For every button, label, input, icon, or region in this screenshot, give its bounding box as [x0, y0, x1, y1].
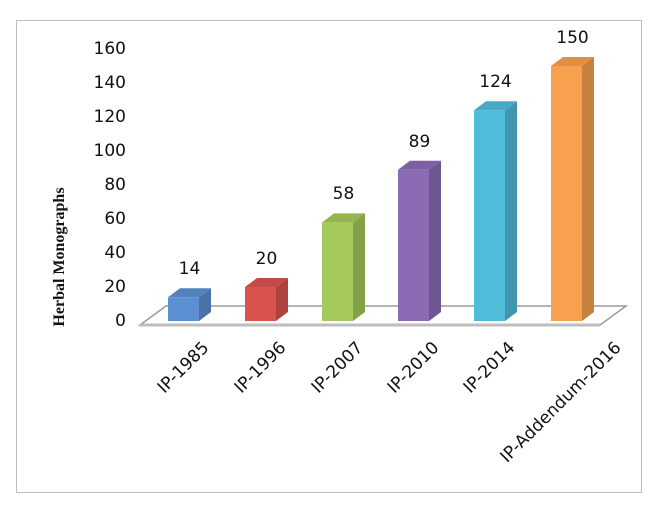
bar-top-IP-2014 [474, 101, 517, 111]
y-tick-label: 100 [93, 141, 126, 161]
bar-side-IP-1996 [276, 278, 288, 321]
bar-IP-2010 [398, 169, 429, 321]
data-label: 20 [255, 249, 278, 269]
bar-top-IP-1985 [168, 288, 211, 298]
bar-top-IP-1996 [245, 278, 288, 287]
bar-IP-2007 [322, 222, 353, 321]
data-label: 150 [556, 28, 589, 48]
bar-IP-2014 [474, 110, 505, 321]
bar-side-IP-2014 [505, 101, 517, 321]
y-tick-label: 0 [115, 311, 126, 331]
y-tick-label: 40 [104, 243, 126, 263]
data-label: 124 [479, 72, 512, 93]
bar-IP-1985 [168, 297, 199, 321]
y-tick-label: 160 [93, 39, 126, 59]
y-tick-label: 80 [104, 175, 126, 195]
data-label: 89 [408, 131, 431, 152]
y-tick-label: 60 [104, 209, 126, 229]
bar-side-IP-1985 [199, 288, 211, 321]
y-tick-label: 120 [93, 107, 126, 127]
bar-IP-Addendum-2016 [551, 66, 582, 321]
chart-frame [16, 20, 642, 493]
y-tick-label: 20 [104, 277, 126, 297]
data-label: 14 [178, 259, 201, 280]
bar-top-IP-2007 [322, 213, 365, 223]
bar-top-IP-2010 [398, 160, 441, 170]
bar-top-IP-Addendum-2016 [551, 57, 594, 66]
bar-IP-1996 [245, 287, 276, 321]
bar-side-IP-Addendum-2016 [582, 57, 594, 321]
bar-side-IP-2010 [429, 160, 441, 321]
y-tick-label: 140 [93, 73, 126, 93]
bar-side-IP-2007 [353, 213, 365, 321]
data-label: 58 [332, 184, 355, 205]
